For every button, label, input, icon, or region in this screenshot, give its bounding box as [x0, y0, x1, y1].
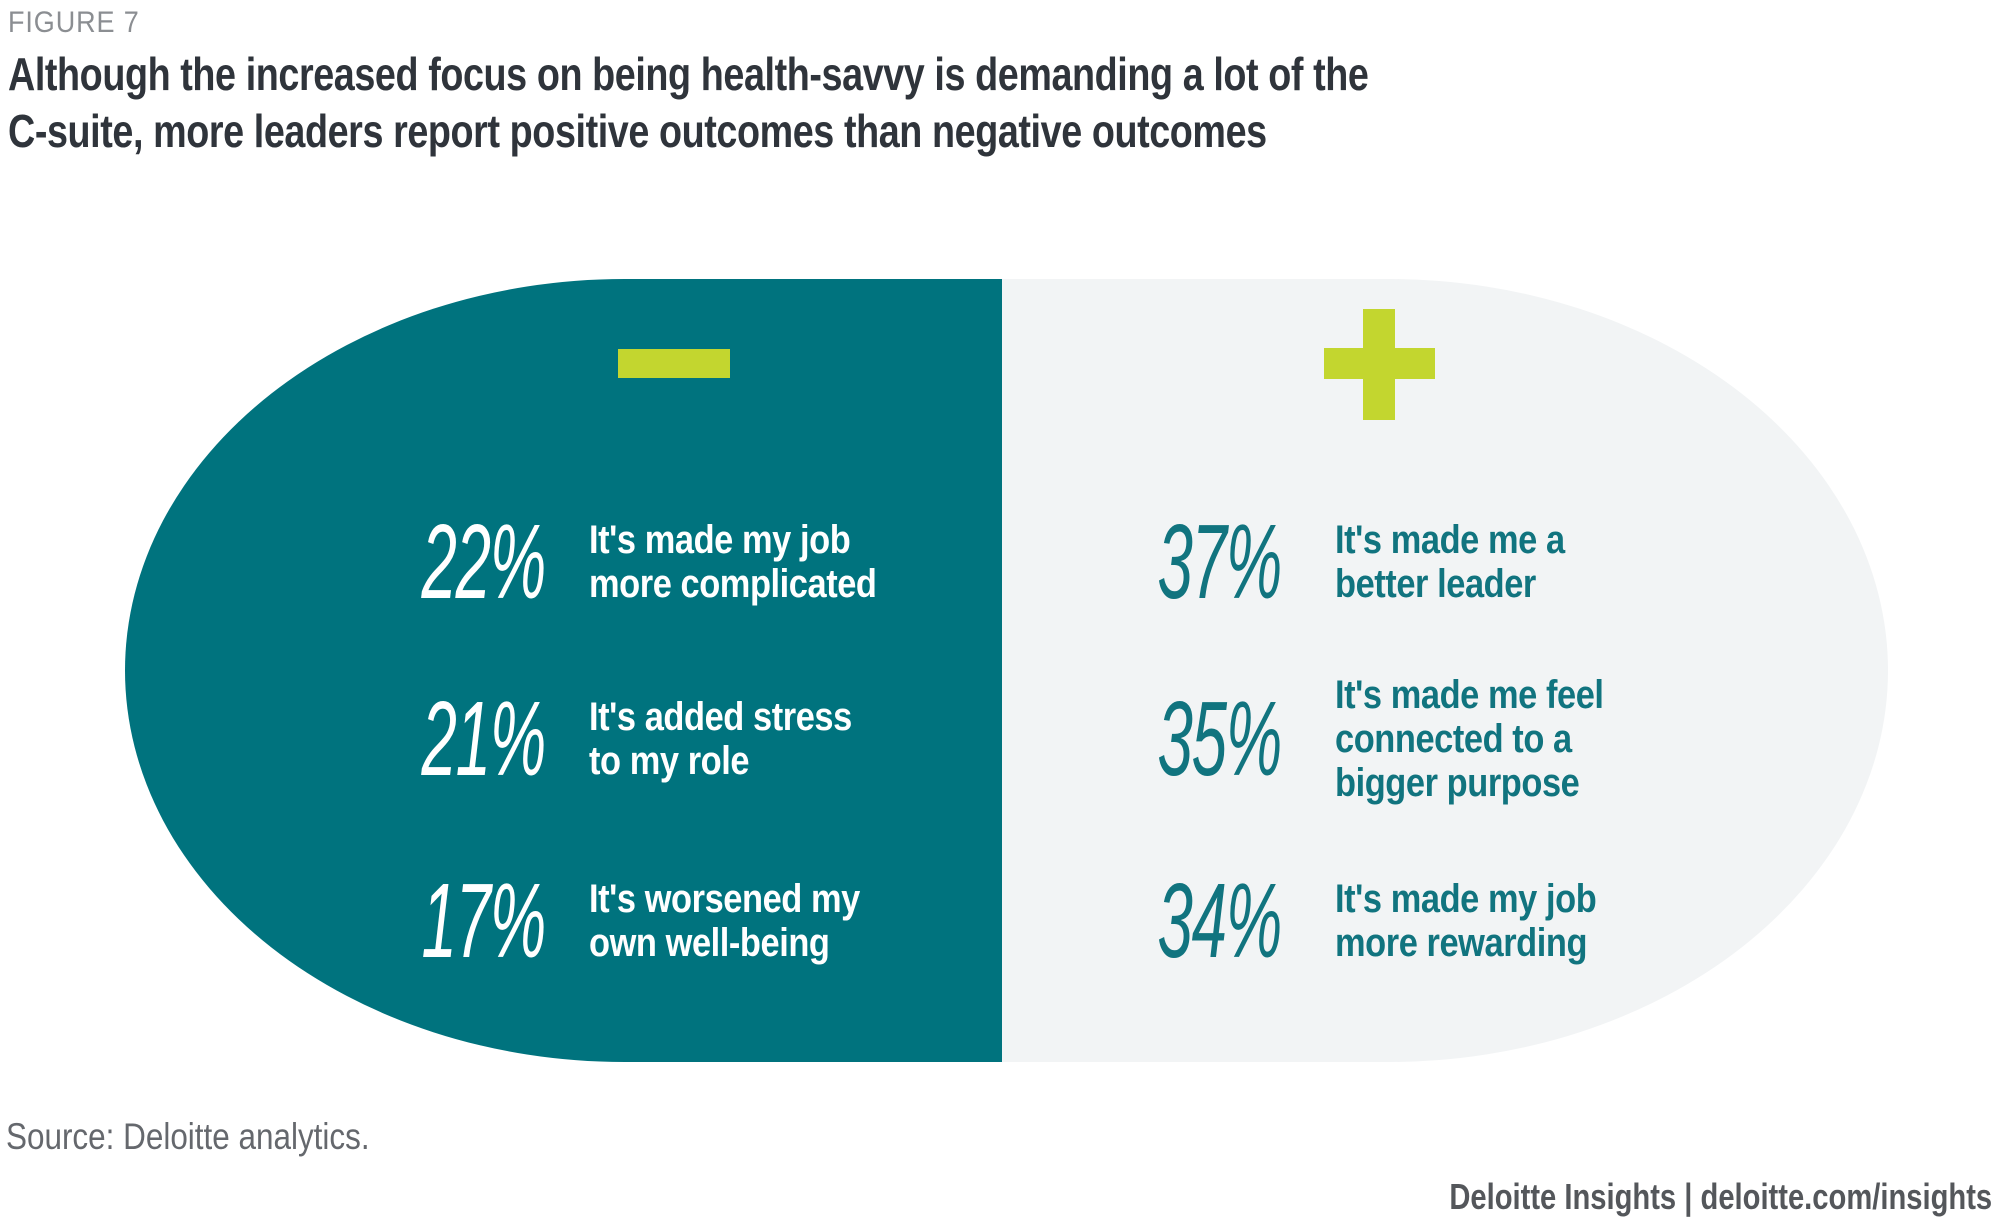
stat-label-box: It's worsened my own well-being: [589, 877, 1019, 965]
stat-value-box: 37%: [1028, 503, 1282, 621]
stat-value-box: 22%: [290, 503, 546, 621]
stat-label: It's made my job more rewarding: [1335, 877, 1597, 965]
negative-stat-row: 17% It's worsened my own well-being: [290, 821, 1019, 1021]
source-note: Source: Deloitte analytics.: [6, 1116, 370, 1157]
footer-brand-text: Deloitte Insights | deloitte.com/insight…: [1449, 1176, 1992, 1217]
stat-value-box: 17%: [290, 862, 546, 980]
stat-label: It's made me a better leader: [1335, 518, 1565, 606]
footer-brand: Deloitte Insights | deloitte.com/insight…: [1322, 1176, 1992, 1218]
positive-stat-row: 37% It's made me a better leader: [1028, 462, 1765, 662]
plus-icon: [1324, 309, 1435, 420]
figure-label: FIGURE 7: [8, 6, 140, 39]
plus-icon-horizontal-bar: [1324, 348, 1435, 379]
stat-label-box: It's made me a better leader: [1335, 518, 1765, 606]
stat-value: 37%: [1157, 503, 1282, 621]
stat-value: 35%: [1157, 680, 1282, 798]
stat-value-box: 21%: [290, 680, 546, 798]
stat-label: It's added stress to my role: [589, 695, 852, 783]
figure-title: Although the increased focus on being he…: [8, 48, 1369, 157]
minus-icon: [618, 349, 730, 378]
stat-value: 21%: [421, 680, 546, 798]
stat-value-box: 35%: [1028, 680, 1282, 798]
stat-label-box: It's made my job more complicated: [589, 518, 1019, 606]
stat-label-box: It's made me feel connected to a bigger …: [1335, 673, 1765, 805]
negative-outcomes-panel: 22% It's made my job more complicated 21…: [125, 279, 1002, 1062]
positive-outcomes-panel: 37% It's made me a better leader 35% It'…: [1002, 279, 1888, 1062]
stat-value: 34%: [1157, 862, 1282, 980]
stat-label: It's made my job more complicated: [589, 518, 877, 606]
negative-stat-row: 21% It's added stress to my role: [290, 639, 1019, 839]
stat-label-box: It's added stress to my role: [589, 695, 1019, 783]
stat-label: It's worsened my own well-being: [589, 877, 860, 965]
negative-stat-row: 22% It's made my job more complicated: [290, 462, 1019, 662]
positive-stat-row: 35% It's made me feel connected to a big…: [1028, 639, 1765, 839]
stat-value-box: 34%: [1028, 862, 1282, 980]
stat-value: 17%: [421, 862, 546, 980]
stat-label-box: It's made my job more rewarding: [1335, 877, 1765, 965]
outcomes-pill: 22% It's made my job more complicated 21…: [125, 279, 1888, 1062]
stat-value: 22%: [421, 503, 546, 621]
stat-label: It's made me feel connected to a bigger …: [1335, 673, 1604, 805]
positive-stat-row: 34% It's made my job more rewarding: [1028, 821, 1765, 1021]
